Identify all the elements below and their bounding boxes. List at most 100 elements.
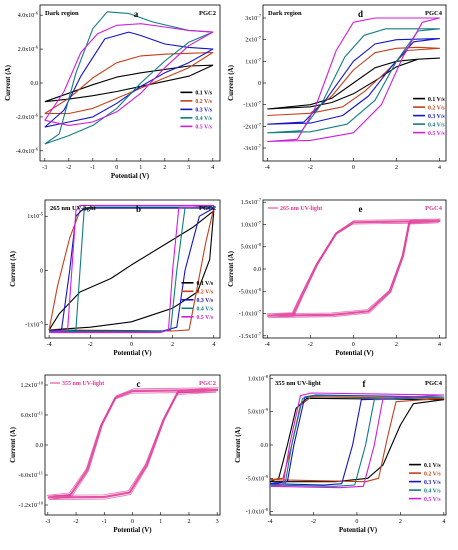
y-tick-label: 4.0x10-6 — [18, 11, 39, 20]
y-tick-label: 5.0x10-9 — [248, 407, 269, 416]
y-tick-label: -2x10-7 — [243, 122, 261, 131]
y-tick-label: -5.0x10-9 — [246, 474, 269, 483]
panel-letter: e — [359, 204, 363, 214]
legend-label: 0.4 V/s — [195, 116, 212, 122]
series-line-0-4-v-s — [267, 28, 441, 134]
y-axis-label: Current (A) — [4, 64, 12, 101]
condition-label: 265 nm UV-light — [280, 206, 322, 212]
x-tick-label: -4 — [265, 165, 270, 171]
y-tick-label: 0.0 — [261, 443, 269, 449]
y-tick-label: 0 — [40, 268, 43, 274]
x-tick-label: -3 — [45, 519, 50, 525]
series-line-0-1-v-s — [267, 57, 441, 110]
panel-e: -4 -2 0 2 4 1.5x10-7 1.0x10-7 5.0x10-8 0.0 -5.0x1… — [227, 198, 447, 357]
y-tick-label: 1x10-7 — [245, 57, 261, 65]
series-line-0-3-v-s — [49, 207, 215, 332]
y-tick-label: 0.0 — [36, 443, 44, 449]
y-axis-label: Current (A) — [9, 250, 17, 287]
x-tick-label: 4 — [438, 342, 441, 348]
x-tick-label: 2 — [399, 519, 402, 525]
x-tick-label: 2 — [187, 519, 190, 525]
y-tick-label: 3x10-7 — [245, 14, 261, 23]
y-tick-label: -3x10-7 — [243, 144, 261, 153]
x-tick-label: 0 — [131, 519, 134, 525]
y-tick-label: 2.0x10-6 — [18, 45, 39, 54]
series-line-0-4-v-s — [269, 395, 445, 487]
x-tick-label: 2 — [395, 165, 398, 171]
condition-label: Dark region — [268, 10, 302, 17]
y-tick-label: -4.0x10-6 — [16, 146, 39, 155]
x-tick-label: -4 — [268, 519, 273, 525]
legend-label: 0.5 V/s — [424, 497, 441, 503]
panel-title: PGC2 — [199, 380, 216, 387]
panel-title: PGC4 — [425, 205, 443, 212]
legend-label: 0.3 V/s — [424, 480, 441, 486]
x-tick-label: 2 — [163, 165, 166, 171]
condition-label: Dark region — [45, 10, 79, 17]
y-tick-label: -2.0x10-6 — [16, 112, 39, 121]
series-line-0-5-v-s — [49, 204, 215, 334]
y-tick-label: 0.0 — [254, 267, 262, 273]
y-axis-label: Current (A) — [234, 426, 242, 463]
y-tick-label: -6.0x10-11 — [19, 471, 43, 480]
x-tick-label: -3 — [42, 165, 47, 171]
x-tick-label: 1 — [139, 165, 142, 171]
panel-letter: f — [363, 379, 367, 389]
panel-a: -3 -2 -1 0 1 2 3 4 4.0x10-6 2.0x10-6 0.0 -2.0x10-6 -… — [4, 4, 221, 180]
x-tick-label: 0 — [352, 342, 355, 348]
legend-label: 0.3 V/s — [428, 114, 445, 120]
series-line-0-5-v-s — [267, 17, 441, 143]
x-tick-label: 0 — [130, 342, 133, 348]
y-axis-label: Current (A) — [227, 64, 235, 101]
x-tick-label: 3 — [187, 165, 190, 171]
x-tick-label: 0 — [352, 165, 355, 171]
legend-label: 0.4 V/s — [197, 307, 214, 313]
series-line-0-2-v-s — [267, 46, 441, 117]
panel-letter: a — [134, 9, 139, 19]
panel-b: -4 -2 0 2 4 1x10-5 0 -1x10-5 Potential (V) Curren… — [9, 199, 221, 357]
panel-letter: b — [136, 204, 141, 214]
legend-label: 0.1 V/s — [197, 281, 214, 287]
series-line-0-5-v-s — [44, 23, 214, 126]
x-tick-label: 2 — [395, 342, 398, 348]
x-axis-label: Potential (V) — [339, 526, 378, 534]
x-tick-label: 4 — [442, 519, 445, 525]
panel-title: PGC2 — [199, 10, 216, 17]
x-tick-label: -1 — [102, 519, 107, 525]
condition-label: 355 nm UV-light — [275, 380, 322, 387]
x-tick-label: 4 — [438, 165, 441, 171]
panel-title: PGC2 — [199, 205, 216, 212]
y-tick-label: -1x10-5 — [25, 320, 43, 329]
y-tick-label: 1.2x10-10 — [21, 381, 44, 390]
y-tick-label: -5.0x10-8 — [239, 287, 262, 296]
x-tick-label: -2 — [88, 342, 93, 348]
plot-frame — [39, 4, 221, 162]
series-line-0-1-v-s — [44, 64, 214, 103]
x-tick-label: 0 — [355, 519, 358, 525]
legend-label: 0.5 V/s — [197, 315, 214, 321]
y-tick-label: -1.0x10-7 — [239, 309, 262, 318]
x-axis-label: Potential (V) — [335, 349, 374, 357]
legend-label: 0.2 V/s — [197, 290, 214, 296]
y-tick-label: 5.0x10-8 — [241, 242, 262, 251]
x-axis-label: Potential (V) — [111, 172, 150, 180]
y-tick-label: -1.5x10-7 — [239, 331, 262, 340]
legend-label: 0.4 V/s — [424, 488, 441, 494]
series-cycle-trace — [46, 391, 217, 496]
series-line-355-nm-uv-light — [47, 388, 219, 499]
x-tick-label: -2 — [308, 342, 313, 348]
x-tick-label: -2 — [311, 519, 316, 525]
legend-label: 0.5 V/s — [195, 125, 212, 131]
series-cycle-trace — [266, 222, 439, 315]
series-line-0-2-v-s — [269, 396, 445, 483]
y-tick-label: -1.0x10-8 — [246, 507, 269, 516]
series-cycle-trace — [48, 387, 219, 500]
x-tick-label: -2 — [308, 165, 313, 171]
panel-c: -3 -2 -1 0 1 2 3 1.2x10-10 6.0x10-11 0.0 -6.0x10-1… — [9, 374, 221, 534]
series-line-0-1-v-s — [269, 397, 445, 483]
x-tick-label: -1 — [90, 165, 95, 171]
series-cycle-trace — [268, 218, 441, 318]
legend-label: 0.2 V/s — [195, 99, 212, 105]
panel-f: -4 -2 0 2 4 1.0x10-8 5.0x10-9 0.0 -5.0x10-9 -1.0x… — [234, 374, 447, 534]
